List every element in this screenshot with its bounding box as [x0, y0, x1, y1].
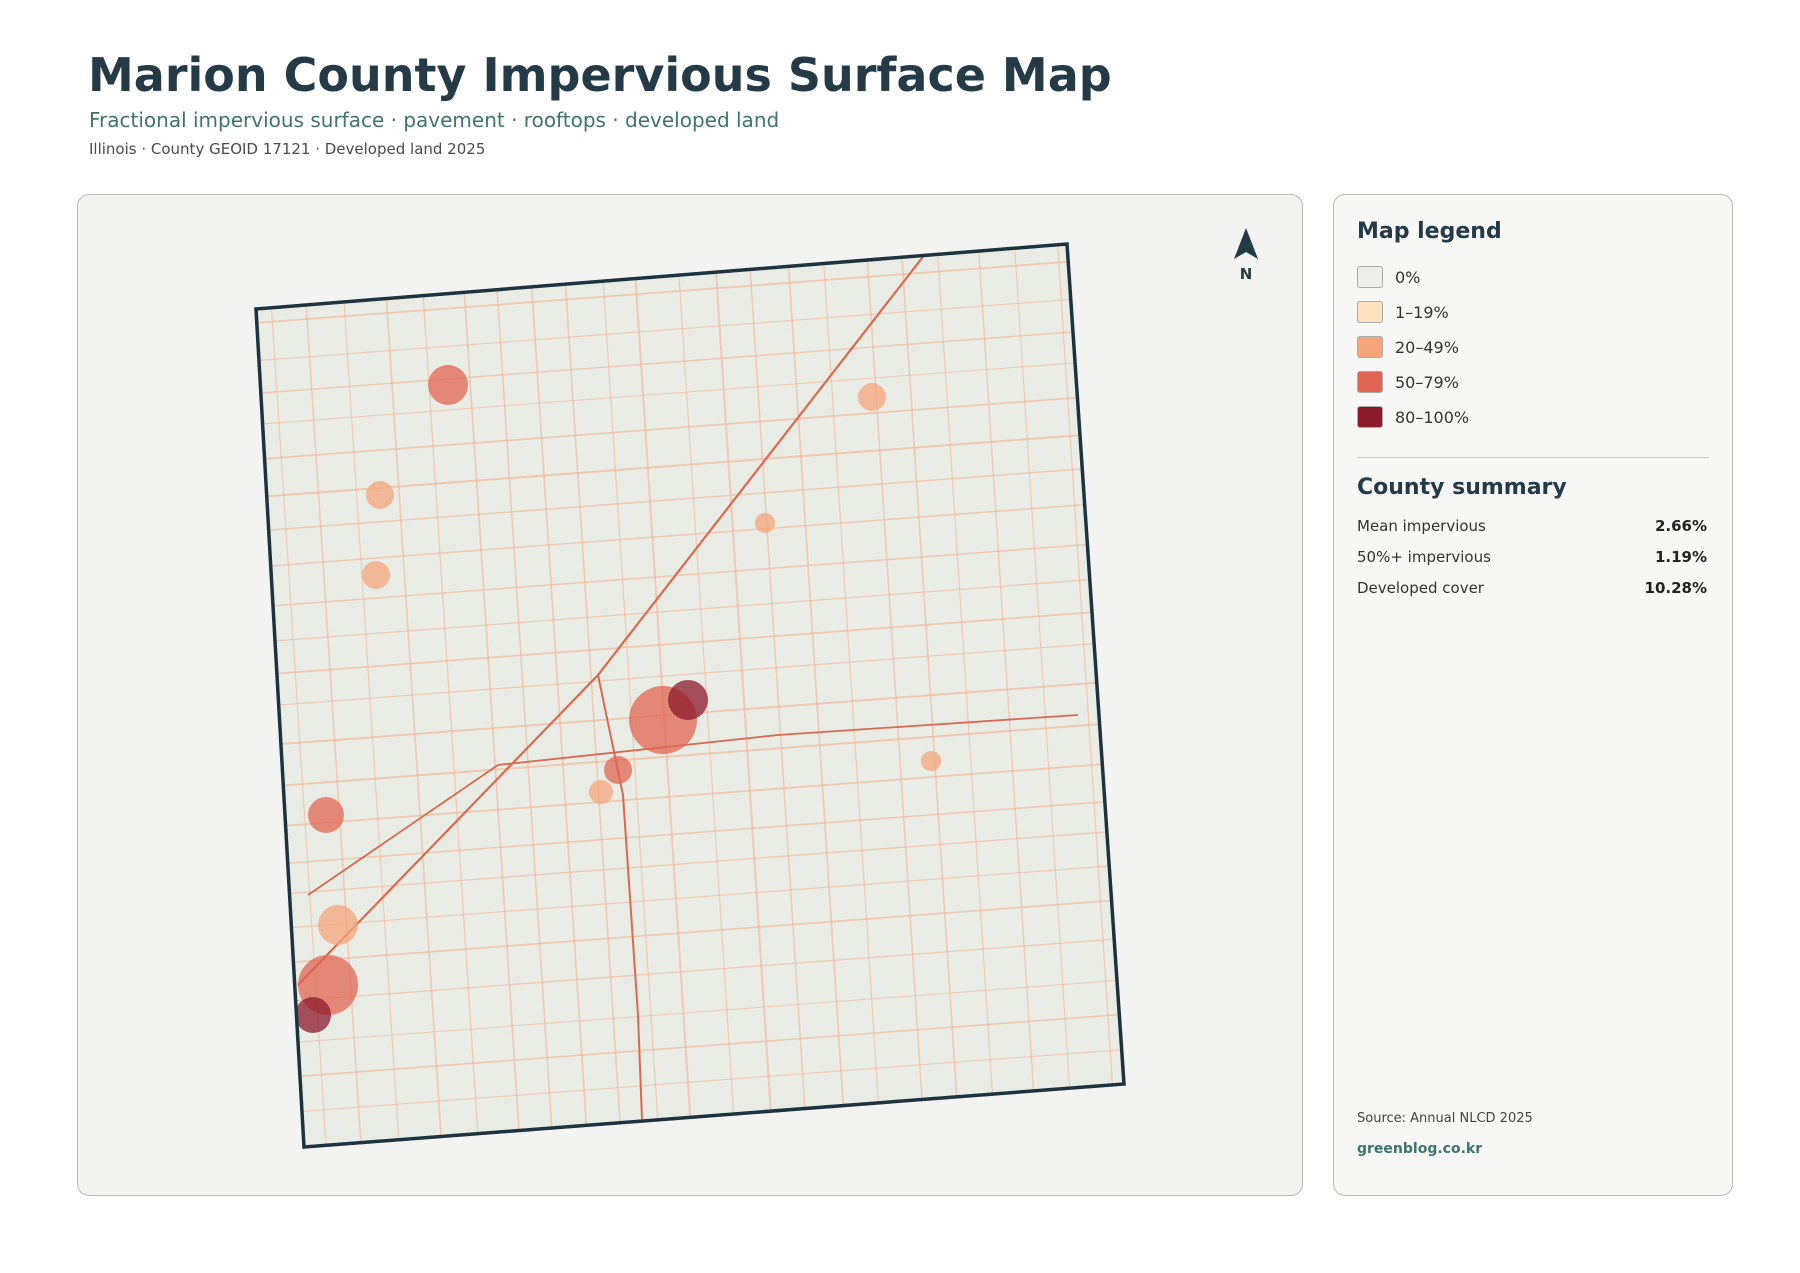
- road: [256, 390, 1124, 463]
- road: [712, 244, 775, 1147]
- town: [362, 561, 390, 589]
- road: [256, 1046, 1124, 1118]
- summary-row: 50%+ impervious 1.19%: [1357, 548, 1707, 566]
- legend-swatch: [1357, 266, 1383, 288]
- legend-item: 1–19%: [1357, 301, 1449, 323]
- north-label: N: [1240, 265, 1253, 283]
- legend-swatch: [1357, 406, 1383, 428]
- legend-item: 20–49%: [1357, 336, 1459, 358]
- subtitle: Fractional impervious surface · pavement…: [89, 108, 780, 132]
- road: [977, 244, 1039, 1147]
- town: [668, 680, 708, 720]
- town: [366, 481, 394, 509]
- link[interactable]: greenblog.co.kr: [1357, 1141, 1483, 1157]
- legend-item: 80–100%: [1357, 406, 1469, 428]
- legend-label: 1–19%: [1395, 302, 1449, 322]
- county-boundary: [254, 242, 1126, 1149]
- road: [256, 935, 1124, 1007]
- road: [747, 244, 809, 1147]
- source: Source: Annual NLCD 2025: [1357, 1111, 1533, 1126]
- road: [821, 244, 883, 1147]
- road: [256, 538, 1124, 610]
- road: [492, 244, 555, 1147]
- map: N: [228, 228, 1258, 1195]
- town: [858, 383, 886, 411]
- road: [256, 638, 1124, 710]
- legend-label: 50–79%: [1395, 372, 1459, 392]
- summary-label: Mean impervious: [1357, 517, 1486, 535]
- road: [1013, 244, 1075, 1147]
- road: [256, 976, 1124, 1048]
- meta: Illinois · County GEOID 17121 · Develope…: [89, 140, 486, 158]
- legend-label: 20–49%: [1395, 337, 1459, 357]
- road: [256, 292, 1124, 364]
- town: [921, 751, 941, 771]
- town: [428, 365, 468, 405]
- road: [256, 324, 1124, 397]
- summary-label: 50%+ impervious: [1357, 548, 1491, 566]
- road: [256, 827, 1124, 899]
- town: [295, 997, 331, 1033]
- road: [599, 244, 661, 1147]
- town: [308, 797, 344, 833]
- side-panel: Map legend 0% 1–19% 20–49% 50–79% 80–100% Co…: [1333, 194, 1733, 1196]
- legend-label: 0%: [1395, 267, 1421, 287]
- town: [755, 513, 775, 533]
- north-arrow: [1234, 228, 1258, 259]
- highway: [597, 674, 644, 1146]
- legend-swatch: [1357, 336, 1383, 358]
- legend-item: 0%: [1357, 266, 1420, 288]
- summary-value: 2.66%: [1654, 517, 1707, 535]
- title: Marion County Impervious Surface Map: [88, 48, 1112, 102]
- town: [589, 780, 613, 804]
- highway: [307, 714, 1079, 896]
- legend-swatch: [1357, 371, 1383, 393]
- road: [935, 244, 998, 1147]
- road: [256, 796, 1124, 869]
- road: [256, 606, 1124, 679]
- legend-item: 50–79%: [1357, 371, 1459, 393]
- town: [604, 756, 632, 784]
- divider: [1357, 457, 1709, 458]
- road: [256, 573, 1124, 646]
- road: [459, 244, 522, 1147]
- road: [228, 1165, 1158, 1195]
- summary-value: 1.19%: [1654, 548, 1707, 566]
- town: [318, 905, 358, 945]
- road: [256, 896, 1124, 968]
- road: [1134, 235, 1194, 1155]
- legend-label: 80–100%: [1395, 407, 1470, 427]
- summary-title: County summary: [1357, 475, 1567, 500]
- road: [256, 718, 1124, 791]
- road: [256, 759, 1124, 831]
- summary-label: Developed cover: [1357, 579, 1484, 597]
- road: [339, 244, 401, 1147]
- road: [561, 244, 623, 1147]
- summary-row: Developed cover 10.28%: [1357, 579, 1707, 597]
- road: [256, 254, 1124, 326]
- road: [256, 498, 1124, 570]
- summary-row: Mean impervious 2.66%: [1357, 517, 1707, 535]
- legend-swatch: [1357, 301, 1383, 323]
- road: [1056, 244, 1118, 1147]
- road: [527, 244, 590, 1147]
- road: [256, 861, 1124, 933]
- road: [256, 1010, 1124, 1083]
- legend-title: Map legend: [1357, 219, 1502, 244]
- map-panel: N: [77, 194, 1303, 1196]
- summary-value: 10.28%: [1644, 579, 1707, 597]
- road: [256, 462, 1124, 534]
- road: [256, 356, 1124, 428]
